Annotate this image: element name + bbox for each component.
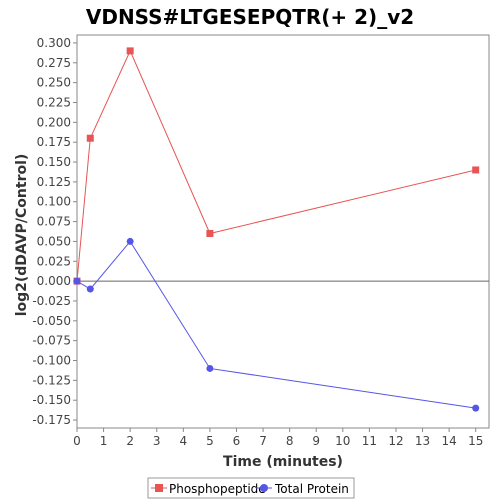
y-axis-label: log2(dDAVP/Control) <box>14 154 30 317</box>
total-protein-point <box>86 285 94 293</box>
phosphopeptide-point <box>472 166 480 174</box>
x-tick-label: 1 <box>100 434 108 448</box>
y-tick-label: -0.100 <box>32 354 71 368</box>
y-tick-label: -0.125 <box>32 373 71 387</box>
y-tick-label: -0.075 <box>32 334 71 348</box>
x-tick-label: 2 <box>126 434 134 448</box>
y-tick-label: 0.000 <box>37 274 71 288</box>
legend-phosphopeptide-marker <box>155 484 163 492</box>
y-tick-label: 0.300 <box>37 36 71 50</box>
x-tick-label: 9 <box>312 434 320 448</box>
y-tick-label: -0.050 <box>32 314 71 328</box>
y-tick-label: 0.100 <box>37 195 71 209</box>
y-tick-label: 0.050 <box>37 234 71 248</box>
y-tick-label: 0.075 <box>37 215 71 229</box>
total-protein-point <box>206 364 214 372</box>
y-tick-label: 0.175 <box>37 135 71 149</box>
y-tick-label: 0.025 <box>37 254 71 268</box>
legend-phosphopeptide-label: Phosphopeptide <box>169 482 266 496</box>
y-tick-label: 0.225 <box>37 95 71 109</box>
x-tick-label: 7 <box>259 434 267 448</box>
y-tick-label: -0.025 <box>32 294 71 308</box>
x-tick-label: 8 <box>286 434 294 448</box>
x-tick-label: 4 <box>180 434 188 448</box>
phosphopeptide-point <box>86 134 94 142</box>
phosphopeptide-point <box>206 229 214 237</box>
total-protein-point <box>126 237 134 245</box>
y-tick-label: 0.150 <box>37 155 71 169</box>
legend: Phosphopeptide Total Protein <box>147 477 355 499</box>
y-tick-label: 0.200 <box>37 115 71 129</box>
y-tick-label: 0.250 <box>37 76 71 90</box>
plot-area <box>76 34 490 429</box>
x-tick-label: 10 <box>335 434 350 448</box>
x-tick-label: 14 <box>441 434 456 448</box>
x-tick-label: 5 <box>206 434 214 448</box>
y-axis: -0.175 -0.150 -0.125 -0.100 -0.075 -0.050 -0.0… <box>32 36 77 427</box>
phosphopeptide-point <box>126 47 134 55</box>
x-tick-label: 13 <box>415 434 430 448</box>
x-tick-label: 15 <box>468 434 483 448</box>
x-axis: 0 1 2 3 4 5 6 7 8 9 10 11 12 13 14 15 <box>73 428 483 448</box>
total-protein-point <box>472 404 480 412</box>
x-tick-label: 6 <box>233 434 241 448</box>
series-layer <box>73 47 480 412</box>
x-axis-label: Time (minutes) <box>223 454 343 470</box>
legend-box <box>147 477 355 499</box>
total-protein-point <box>73 277 81 285</box>
x-tick-label: 0 <box>73 434 81 448</box>
y-tick-label: -0.175 <box>32 413 71 427</box>
y-tick-label: 0.275 <box>37 56 71 70</box>
legend-total-protein-label: Total Protein <box>274 482 349 496</box>
legend-total-protein-marker <box>260 484 268 492</box>
x-tick-label: 3 <box>153 434 161 448</box>
chart-title: VDNSS#LTGESEPQTR(+ 2)_v2 <box>86 5 414 29</box>
x-tick-label: 12 <box>388 434 403 448</box>
y-tick-label: -0.150 <box>32 393 71 407</box>
y-tick-label: 0.125 <box>37 175 71 189</box>
x-tick-label: 11 <box>362 434 377 448</box>
